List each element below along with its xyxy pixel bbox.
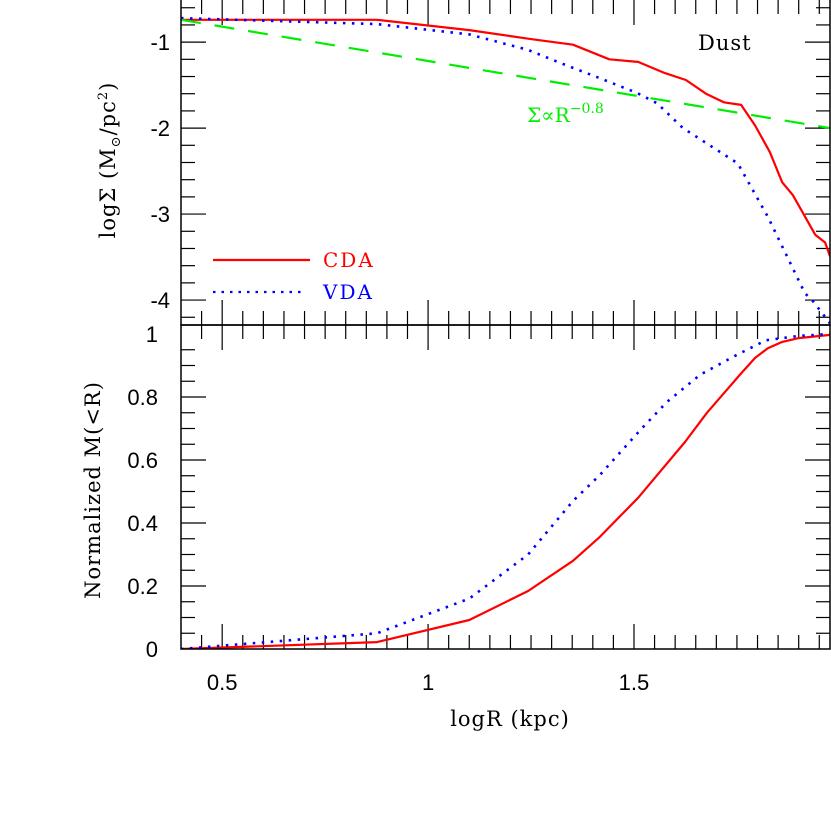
y-tick-label: 0.4	[127, 511, 158, 536]
x-tick-label: 1	[422, 670, 434, 695]
legend-vda-label: VDA	[322, 280, 374, 304]
y-tick-label: -3	[150, 202, 170, 227]
x-tick-label: 1.5	[619, 670, 650, 695]
legend: CDA VDA	[213, 248, 375, 304]
bottom-panel-frame	[180, 324, 831, 650]
y-tick-label: 0.6	[127, 448, 158, 473]
bottom-panel-series	[181, 332, 830, 649]
panel-label-dust: Dust	[698, 31, 752, 55]
legend-cda-label: CDA	[323, 248, 375, 272]
series-cda	[181, 18, 830, 257]
y-tick-label: 0	[146, 637, 158, 662]
series-vda	[181, 16, 830, 325]
top-panel: -1 -2 -3 -4 Dust Σ∝R−0.8 CDA VDA logΣ (M⊙/p…	[96, 0, 831, 326]
y-tick-label: -2	[150, 116, 170, 141]
top-panel-series	[181, 16, 830, 325]
y-tick-label: 0.2	[127, 574, 158, 599]
x-tick-label: 0.5	[207, 670, 238, 695]
bottom-y-axis-title: Normalized M(<R)	[81, 381, 105, 599]
bottom-panel-ticks	[181, 325, 830, 649]
bottom-y-tick-labels: 0 0.2 0.4 0.6 0.8 1	[127, 322, 158, 662]
series-cda	[181, 333, 830, 649]
series--r-0-8-fit	[181, 18, 830, 130]
top-y-tick-labels: -1 -2 -3 -4	[150, 30, 170, 313]
y-tick-label: -1	[150, 30, 170, 55]
power-law-annotation: Σ∝R−0.8	[527, 101, 604, 127]
bottom-panel: 00.20.40.60.81 0.5 1 1.5 Normalized M(<R) …	[81, 322, 831, 731]
top-panel-ticks	[181, 0, 830, 325]
y-tick-label: 1	[146, 322, 158, 347]
top-y-axis-title: logΣ (M⊙/pc2)	[96, 82, 124, 239]
x-tick-labels: 0.5 1 1.5	[207, 670, 649, 695]
y-tick-label: -4	[150, 288, 170, 313]
y-tick-label: 0.8	[127, 385, 158, 410]
x-axis-title: logR (kpc)	[450, 707, 570, 731]
